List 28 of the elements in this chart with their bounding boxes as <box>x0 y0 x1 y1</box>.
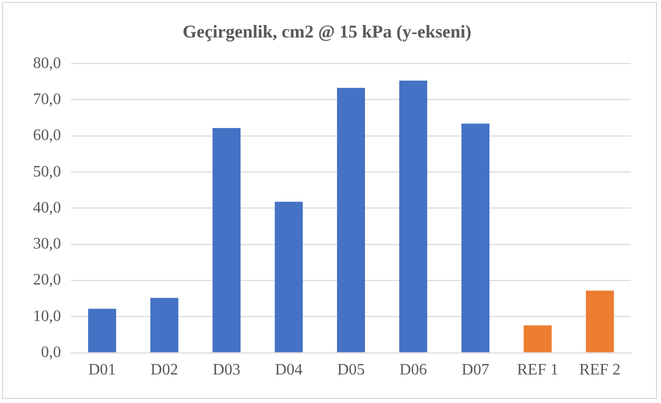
bar <box>586 290 614 352</box>
bar <box>461 124 490 352</box>
x-tick-label: D04 <box>274 362 303 379</box>
chart-title: Geçirgenlik, cm2 @ 15 kPa (y-ekseni) <box>182 21 472 42</box>
y-tick-label: 30,0 <box>33 236 61 253</box>
x-tick-label: D02 <box>150 362 178 379</box>
bar <box>212 128 241 352</box>
bar <box>274 202 303 352</box>
y-tick-label: 80,0 <box>33 54 61 72</box>
bar <box>88 308 116 352</box>
y-tick-label: 70,0 <box>33 90 61 108</box>
bar <box>524 325 552 352</box>
bar <box>399 80 428 352</box>
y-tick-label: 10,0 <box>33 308 61 325</box>
x-tick-label: D05 <box>337 362 365 379</box>
y-tick-label: 60,0 <box>33 127 61 144</box>
x-tick-label: REF 1 <box>516 362 558 379</box>
x-tick-label: D03 <box>212 362 240 379</box>
x-tick-label: REF 2 <box>579 362 621 379</box>
bar <box>150 298 178 352</box>
y-tick-label: 50,0 <box>33 163 61 180</box>
y-tick-label: 0,0 <box>41 344 61 362</box>
bar <box>337 88 365 352</box>
y-tick-label: 20,0 <box>33 272 61 289</box>
x-tick-label: D01 <box>88 362 116 379</box>
y-tick-label: 40,0 <box>33 199 61 216</box>
x-tick-label: D06 <box>399 362 428 379</box>
x-tick-label: D07 <box>462 362 490 379</box>
